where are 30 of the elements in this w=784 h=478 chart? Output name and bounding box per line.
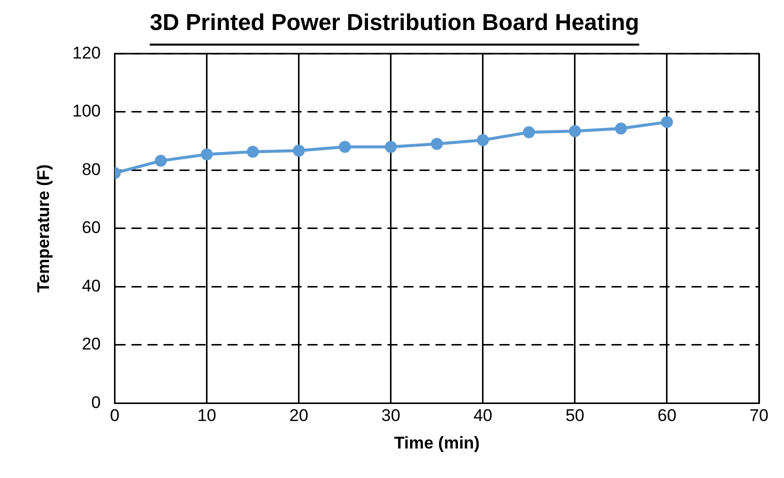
chart-title: 3D Printed Power Distribution Board Heating [150, 9, 640, 36]
point [430, 138, 443, 150]
point [476, 134, 489, 146]
point [568, 125, 581, 138]
y-tick-label: 120 [72, 43, 101, 62]
x-tick-label: 70 [750, 406, 768, 426]
y-tick-label: 20 [82, 334, 101, 354]
x-tick-label: 20 [289, 406, 308, 426]
y-tick-label: 40 [82, 276, 101, 296]
point [660, 116, 673, 128]
point [246, 146, 259, 158]
y-tick-label: 80 [82, 160, 101, 179]
point [292, 144, 305, 157]
x-axis-title: Time (min) [394, 433, 480, 452]
y-tick-label: 0 [91, 392, 101, 412]
point [522, 126, 535, 138]
x-tick-label: 10 [197, 406, 216, 426]
x-tick-label: 50 [565, 406, 584, 426]
x-tick-label: 30 [381, 406, 400, 426]
point [154, 154, 167, 167]
point [200, 148, 213, 160]
point [338, 140, 351, 153]
point [614, 122, 627, 134]
y-tick-label: 60 [82, 218, 101, 238]
y-tick-label: 100 [72, 102, 101, 121]
x-tick-label: 0 [110, 406, 120, 426]
x-tick-label: 40 [473, 406, 492, 426]
y-axis-title: Temperature (F) [34, 164, 53, 292]
point [384, 140, 397, 153]
x-tick-label: 60 [658, 406, 676, 426]
